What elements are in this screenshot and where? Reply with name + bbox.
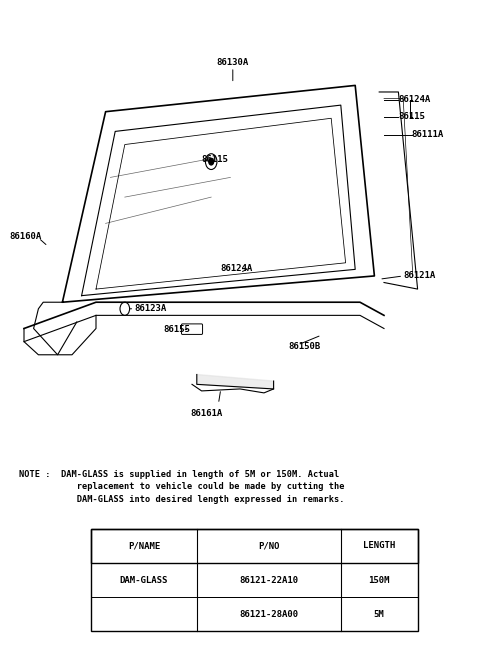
Text: NOTE :  DAM-GLASS is supplied in length of 5M or 150M. Actual
           replace: NOTE : DAM-GLASS is supplied in length o…: [19, 470, 345, 504]
Text: 86160A: 86160A: [10, 232, 42, 241]
Polygon shape: [197, 374, 274, 389]
Text: 86161A: 86161A: [190, 409, 223, 418]
Text: 86121-28A00: 86121-28A00: [239, 610, 299, 619]
Text: 86124A: 86124A: [221, 263, 253, 273]
Text: 86130A: 86130A: [216, 58, 249, 67]
Circle shape: [209, 158, 214, 165]
Text: 86121-22A10: 86121-22A10: [239, 576, 299, 585]
Text: 86155: 86155: [163, 325, 190, 334]
Text: 5M: 5M: [374, 610, 384, 619]
Bar: [91, 529, 418, 563]
Text: 86150B: 86150B: [288, 342, 320, 351]
Text: 86123A: 86123A: [134, 304, 167, 313]
Text: 86115: 86115: [398, 112, 425, 122]
Text: LENGTH: LENGTH: [363, 541, 396, 551]
Bar: [91, 529, 418, 631]
Text: 86111A: 86111A: [412, 130, 444, 139]
Text: 150M: 150M: [369, 576, 390, 585]
Text: P/NAME: P/NAME: [128, 541, 160, 551]
Text: DAM-GLASS: DAM-GLASS: [120, 576, 168, 585]
Text: 86115: 86115: [202, 155, 228, 164]
Text: 86121A: 86121A: [403, 271, 435, 281]
Text: 86124A: 86124A: [398, 95, 431, 104]
Text: P/NO: P/NO: [258, 541, 279, 551]
